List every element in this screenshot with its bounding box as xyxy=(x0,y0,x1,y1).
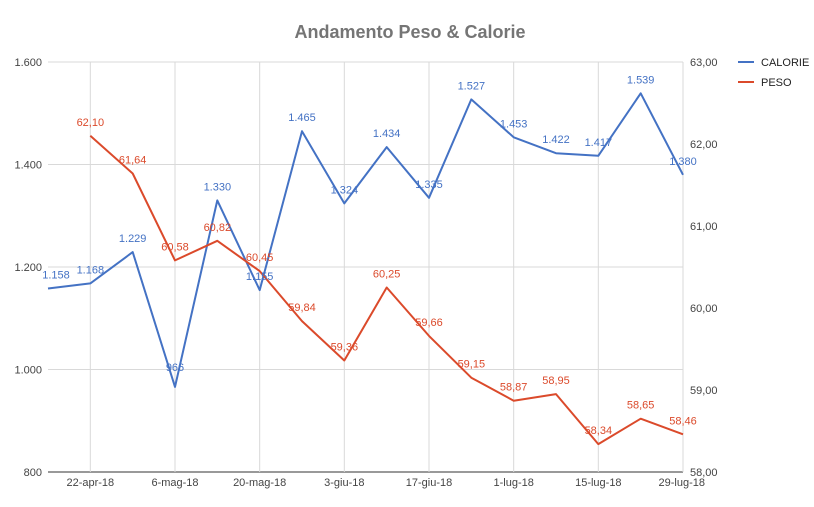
y-axis-right: 58,00 59,00 60,00 61,00 62,00 63,00 xyxy=(690,57,718,479)
series-line-peso xyxy=(89,135,684,446)
data-label-calorie: 1.380 xyxy=(669,156,697,168)
x-tick-label: 1-lug-18 xyxy=(493,477,533,489)
y-left-tick-label: 1.000 xyxy=(14,365,42,377)
y-left-tick-label: 800 xyxy=(24,467,42,479)
data-label-peso: 60,82 xyxy=(204,222,232,234)
data-label-peso: 59,15 xyxy=(458,359,486,371)
y-right-tick-label: 62,00 xyxy=(690,139,718,151)
y-right-tick-label: 58,00 xyxy=(690,467,718,479)
y-left-tick-label: 1.400 xyxy=(14,160,42,172)
data-label-calorie: 1.422 xyxy=(542,134,570,146)
data-label-calorie: 966 xyxy=(166,362,184,374)
data-label-calorie: 1.168 xyxy=(77,264,105,276)
series-line-calorie xyxy=(47,92,684,388)
data-label-peso: 58,95 xyxy=(542,375,570,387)
data-label-calorie: 1.465 xyxy=(288,112,316,124)
x-axis: 22-apr-18 6-mag-18 20-mag-18 3-giu-18 17-giu… xyxy=(66,477,705,489)
data-label-calorie: 1.229 xyxy=(119,233,147,245)
data-label-peso: 58,34 xyxy=(585,425,613,437)
x-tick-label: 3-giu-18 xyxy=(324,477,364,489)
y-right-tick-label: 63,00 xyxy=(690,57,718,69)
y-axis-left: 800 1.000 1.200 1.400 1.600 xyxy=(14,57,42,479)
data-label-calorie: 1.335 xyxy=(415,179,443,191)
data-label-peso: 58,65 xyxy=(627,400,655,412)
x-tick-label: 15-lug-18 xyxy=(575,477,621,489)
data-label-calorie: 1.155 xyxy=(246,271,274,283)
y-right-tick-label: 61,00 xyxy=(690,221,718,233)
data-label-calorie: 1.527 xyxy=(458,80,486,92)
y-right-tick-label: 60,00 xyxy=(690,303,718,315)
data-label-calorie: 1.434 xyxy=(373,128,401,140)
data-label-peso: 60,45 xyxy=(246,252,274,264)
data-label-calorie: 1.453 xyxy=(500,118,528,130)
legend: CALORIE PESO xyxy=(738,57,809,89)
chart-title: Andamento Peso & Calorie xyxy=(294,22,525,42)
data-label-calorie: 1.539 xyxy=(627,74,655,86)
data-label-peso: 60,58 xyxy=(161,241,189,253)
y-right-tick-label: 59,00 xyxy=(690,385,718,397)
gridlines xyxy=(48,61,684,473)
data-label-calorie: 1.330 xyxy=(204,181,232,193)
data-labels: 1.158 1.168 1.229 966 1.330 1.155 1.465 1.324 1.… xyxy=(42,74,697,437)
x-tick-label: 17-giu-18 xyxy=(406,477,452,489)
data-label-calorie: 1.158 xyxy=(42,270,70,282)
y-left-tick-label: 1.200 xyxy=(14,262,42,274)
data-label-peso: 59,36 xyxy=(331,341,359,353)
x-tick-label: 29-lug-18 xyxy=(659,477,705,489)
data-label-peso: 58,46 xyxy=(669,415,697,427)
x-tick-label: 6-mag-18 xyxy=(151,477,198,489)
data-label-peso: 62,10 xyxy=(77,117,105,129)
data-label-calorie: 1.417 xyxy=(585,137,613,149)
data-label-peso: 59,66 xyxy=(415,317,443,329)
data-label-peso: 60,25 xyxy=(373,269,401,281)
legend-label-peso: PESO xyxy=(761,77,792,89)
data-label-peso: 61,64 xyxy=(119,155,147,167)
y-left-tick-label: 1.600 xyxy=(14,57,42,69)
x-tick-label: 22-apr-18 xyxy=(66,477,114,489)
x-tick-label: 20-mag-18 xyxy=(233,477,286,489)
series-lines xyxy=(47,92,684,446)
data-label-peso: 58,87 xyxy=(500,382,528,394)
data-label-calorie: 1.324 xyxy=(331,184,359,196)
legend-label-calorie: CALORIE xyxy=(761,57,809,69)
data-label-peso: 59,84 xyxy=(288,302,316,314)
